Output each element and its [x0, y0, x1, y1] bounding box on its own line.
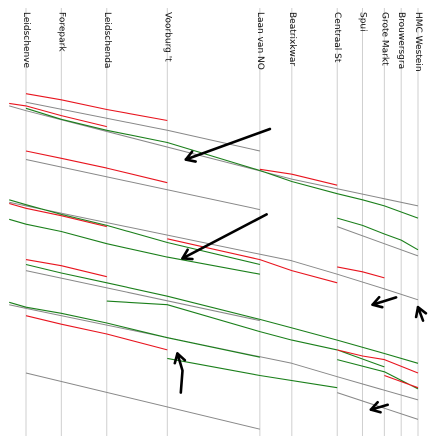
- train-trace-early: [106, 300, 385, 368]
- annotation-arrowhead: [414, 305, 428, 319]
- stop-label: Leidschenve: [21, 12, 31, 69]
- stop-label: Laan van NO: [255, 12, 265, 70]
- annotation-arrow: [181, 213, 268, 260]
- annotation-arrow: [369, 403, 390, 411]
- train-trace-late: [25, 150, 168, 184]
- train-trace-planned: [9, 304, 419, 401]
- annotation-arrowhead: [173, 352, 187, 365]
- train-trace-planned: [25, 372, 261, 430]
- train-trace-late: [9, 102, 107, 128]
- train-trace-planned: [337, 392, 419, 420]
- train-trace-early: [9, 199, 261, 266]
- annotation-arrowhead: [369, 400, 382, 414]
- train-trace-planned: [9, 105, 419, 207]
- stop-label: Brouwersgra: [396, 12, 406, 69]
- train-trace-early: [167, 357, 338, 389]
- train-trace-planned: [9, 201, 419, 301]
- train-trace-planned: [25, 159, 261, 211]
- annotation-arrowhead: [184, 150, 197, 163]
- annotation-arrow: [176, 352, 184, 394]
- train-trace-late: [167, 238, 338, 284]
- train-trace-early: [25, 107, 261, 172]
- stop-label: Beatrixkwar: [287, 12, 297, 66]
- stop-label: Forepark: [56, 12, 66, 52]
- stop-label: Centraal St: [332, 12, 342, 63]
- train-trace-early: [25, 263, 419, 364]
- train-trace-late: [25, 93, 168, 122]
- stop-label: Voorburg 't: [162, 12, 172, 62]
- train-trace-early: [259, 169, 419, 219]
- train-trace-late: [337, 266, 385, 279]
- train-trace-late: [337, 349, 419, 374]
- stop-label: Spui: [357, 12, 367, 32]
- train-trace-early: [9, 301, 261, 358]
- train-trace-late: [25, 259, 107, 278]
- stop-label: Grote Markt: [379, 12, 389, 66]
- annotation-arrow: [371, 296, 398, 307]
- train-trace-planned: [167, 129, 261, 152]
- annotation-arrowhead: [181, 248, 194, 261]
- annotation-arrowhead: [371, 295, 384, 309]
- train-trace-planned: [25, 101, 168, 131]
- train-trace-planned: [25, 270, 261, 322]
- train-trace-late: [384, 374, 419, 389]
- train-trace-early: [337, 217, 419, 251]
- train-trace-early: [9, 218, 260, 275]
- stop-label: Leidschenda: [102, 12, 112, 68]
- train-trace-late: [259, 168, 338, 186]
- train-trace-late: [25, 315, 168, 351]
- train-trace-planned: [337, 226, 419, 257]
- annotation-arrow: [184, 127, 272, 161]
- train-trace-late: [9, 202, 107, 228]
- stop-label: HMC Westein: [413, 12, 423, 72]
